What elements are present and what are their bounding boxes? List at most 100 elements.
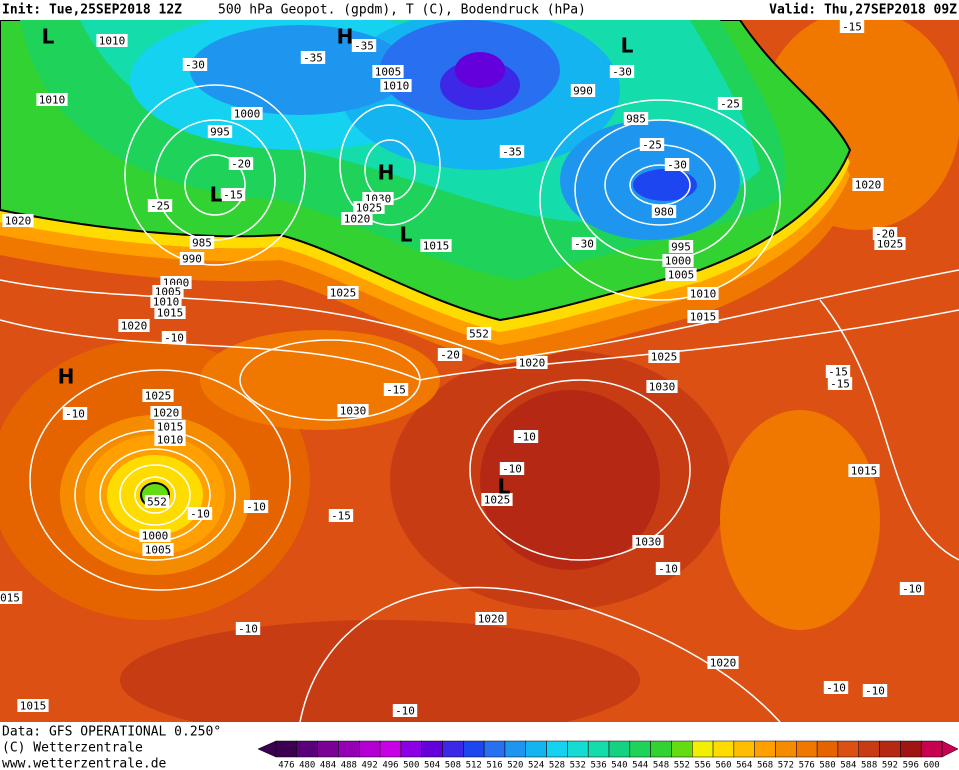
colorbar-swatch [733,740,755,758]
colorbar-tick-label: 520 [507,761,523,770]
isobar-label: 015 [0,592,20,605]
temperature-label: -30 [667,159,687,172]
pressure-center: H [337,25,354,49]
temperature-label: -10 [658,563,678,576]
field [720,410,880,630]
temperature-label: -30 [574,238,594,251]
temperature-label-box [62,407,88,420]
temperature-label-box [182,58,208,71]
isobar-label: 990 [182,253,202,266]
isobar-label-box [142,389,174,402]
temperature-label: -15 [386,384,406,397]
temperature-label-box [161,331,187,344]
colorbar-swatch [567,740,589,758]
colorbar: 476 480 484 488 492 496 500 504 508 512 516 520 524 5… [257,740,959,770]
colorbar-tick-label: 488 [341,761,357,770]
temperature-label-box [839,20,865,33]
isobar-label: 1015 [423,240,450,253]
temperature-label: -20 [875,228,895,241]
isobar-label-box [150,295,182,308]
isobar-label-box [665,268,697,281]
colorbar-swatch [359,740,381,758]
header-fields: 500 hPa Geopot. (gpdm), T (C), Bodendruc… [218,3,586,18]
colorbar-tick-label: 584 [840,761,856,770]
colorbar-swatch [463,740,485,758]
temperature-label-box [437,348,463,361]
pressure-center: L [42,25,55,49]
isobar-label-box [668,240,694,253]
temperature-label-box [825,365,851,378]
field [200,330,440,430]
isobar-label-box [139,529,171,542]
colorbar-tick-label: 512 [466,761,482,770]
pressure-center: L [621,34,634,58]
isobar-label: 1025 [330,287,357,300]
isobar-label: 1025 [651,351,678,364]
isobar-label-box [142,543,174,556]
footer-url: www.wetterzentrale.de [2,757,167,770]
isobar-label: 1025 [484,494,511,507]
isobar-label-box [623,112,649,125]
colorbar-swatch [317,740,339,758]
temperature-label: -10 [865,685,885,698]
header-valid: Valid: Thu,27SEP2018 09Z [769,3,957,18]
isobar-label: 1025 [877,238,904,251]
temperature-label: -10 [516,431,536,444]
colorbar-swatch [775,740,797,758]
temperature-label-box [499,462,525,475]
isobar-label: 1010 [99,35,126,48]
colorbar-swatch [275,740,298,758]
isobar-label-box [632,535,664,548]
isobar-label: 1015 [20,700,47,713]
temperature-label: -30 [612,66,632,79]
temperature-label: -10 [826,682,846,695]
colorbar-tick-label: 568 [757,761,773,770]
colorbar-tick-label: 556 [695,761,711,770]
isobar-label: 1005 [145,544,172,557]
isobar-label: 980 [654,206,674,219]
colorbar-tick-label: 480 [299,761,315,770]
isobar-label-box [36,93,68,106]
isobar-label: 985 [626,113,646,126]
isobar-label-box [570,84,596,97]
colorbar-swatch [858,740,880,758]
isobar-label: 1025 [356,202,383,215]
isobar-label: 1005 [668,269,695,282]
isobar-label: 1015 [690,311,717,324]
colorbar-swatch [504,740,526,758]
temperature-label-box [823,681,849,694]
colorbar-tick-label: 592 [882,761,898,770]
isobar-label-box [154,433,186,446]
colorbar-tick-label: 576 [799,761,815,770]
temperature-label-box [664,158,690,171]
colorbar-tick-label: 596 [903,761,919,770]
isobar-label-box [2,214,34,227]
isobar-label-box [231,107,263,120]
temperature-label: -25 [642,139,662,152]
isobar-label-box [481,493,513,506]
colorbar-tick-label: 500 [403,761,419,770]
temperature-label: -15 [828,366,848,379]
isobar-label: 1020 [153,407,180,420]
map-field [0,20,959,722]
temperature-label: -10 [238,623,258,636]
temperature-label: -25 [150,200,170,213]
colorbar-swatch [692,740,714,758]
colorbar-swatch [587,740,610,758]
isobar-label-box [475,612,507,625]
temperature-label: -20 [440,349,460,362]
colorbar-tick-label: 560 [715,761,731,770]
colorbar-tick-label: 564 [736,761,752,770]
pressure-center: L [210,183,223,207]
isobar-label: 1015 [157,421,184,434]
temperature-label-box [639,138,665,151]
colorbar-tick-label: 548 [653,761,669,770]
temperature-label-box [872,227,898,240]
isobar-label: 995 [671,241,691,254]
temperature-label-box [655,562,681,575]
footer-copyright: (C) Wetterzentrale [2,741,143,756]
isobar-label-box [152,285,184,298]
isobar-label-box [353,201,385,214]
